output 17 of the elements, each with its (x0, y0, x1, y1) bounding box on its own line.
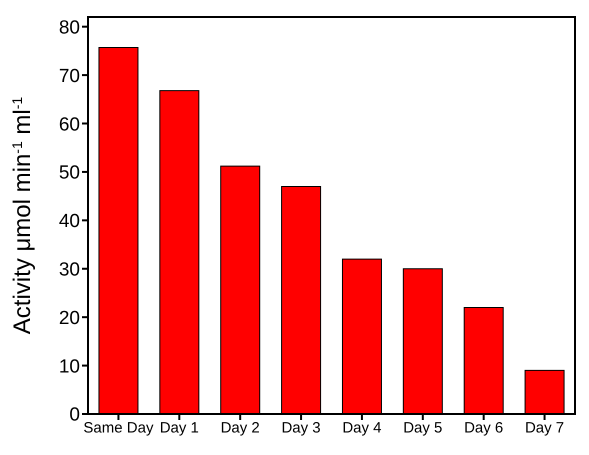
x-tick-label: Day 7 (524, 420, 564, 437)
y-tick-label: 70 (58, 66, 80, 87)
x-tick-label: Day 1 (160, 420, 199, 437)
y-tick-label: 40 (58, 211, 80, 232)
y-tick-label: 80 (58, 17, 80, 38)
x-tick-label: Day 2 (220, 420, 260, 437)
y-tick-label: 50 (58, 162, 80, 184)
x-tick-label: Day 5 (403, 420, 442, 437)
y-tick-label: 60 (58, 114, 80, 136)
y-tick-label: 30 (58, 260, 80, 280)
y-tick-label: 0 (69, 404, 80, 426)
x-tick-label: Same Day (83, 420, 154, 437)
y-tick-label: 20 (58, 308, 80, 329)
y-tick-label: 10 (58, 356, 80, 378)
x-tick-label: Day 6 (464, 420, 504, 437)
x-tick-label: Day 3 (281, 420, 321, 437)
x-tick-label: Day 4 (342, 420, 382, 437)
